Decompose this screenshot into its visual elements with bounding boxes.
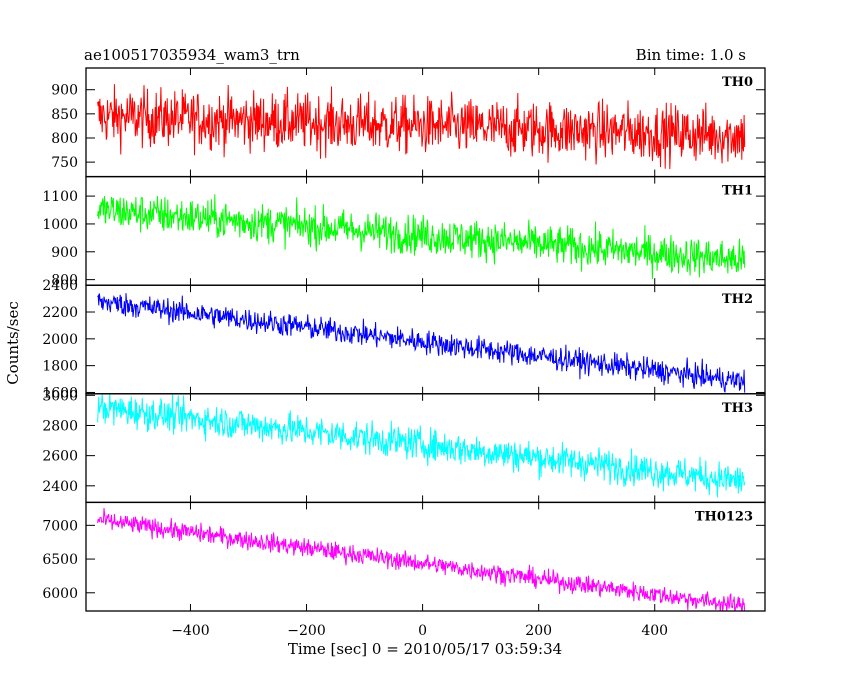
x-tick-label: 0 xyxy=(418,623,427,639)
y-tick-label: 2400 xyxy=(42,278,78,294)
panel-label: TH1 xyxy=(722,184,753,199)
y-tick-label: 6500 xyxy=(42,552,78,568)
chart-subtitle: Bin time: 1.0 s xyxy=(636,46,746,64)
panel-th0: 750 800 850 900 TH0 xyxy=(51,67,766,178)
panels-group: 750 800 850 900 TH0 800 900 1000 1100 TH1 1600 1800… xyxy=(42,67,766,612)
y-tick-label: 800 xyxy=(51,273,78,289)
panel-th3: 2400 2600 2800 3000 TH3 xyxy=(42,388,766,504)
panel-th2: 1600 1800 2000 2200 2400 TH2 xyxy=(42,278,766,401)
y-axis-label: Counts/sec xyxy=(4,301,22,385)
y-tick-label: 3000 xyxy=(42,388,78,404)
y-tick-label: 750 xyxy=(51,155,78,171)
x-tick-label: −200 xyxy=(287,623,325,639)
y-tick-label: 7000 xyxy=(42,518,78,534)
y-tick-label: 2600 xyxy=(42,449,78,465)
panel-label: TH2 xyxy=(722,292,753,307)
y-tick-label: 1800 xyxy=(42,359,78,375)
series-th3 xyxy=(97,393,746,498)
y-tick-label: 1000 xyxy=(42,217,78,233)
series-th0 xyxy=(97,84,746,170)
panel-frame xyxy=(85,284,766,395)
y-tick-label: 1100 xyxy=(42,189,78,205)
y-tick-label: 2400 xyxy=(42,479,78,495)
panel-label: TH3 xyxy=(722,401,753,416)
x-tick-label: −400 xyxy=(171,623,209,639)
panel-frame xyxy=(85,501,766,612)
x-axis-label: Time [sec] 0 = 2010/05/17 03:59:34 xyxy=(288,640,562,658)
x-tick-label: 400 xyxy=(641,623,668,639)
y-tick-label: 6000 xyxy=(42,586,78,602)
x-tick-label: 200 xyxy=(525,623,552,639)
chart-title: ae100517035934_wam3_trn xyxy=(84,46,300,64)
y-tick-label: 1600 xyxy=(42,385,78,401)
series-th0123 xyxy=(97,508,746,611)
x-axis: −400 −200 0 200 400 xyxy=(171,623,668,639)
series-th1 xyxy=(97,194,746,280)
y-tick-label: 800 xyxy=(51,131,78,147)
y-tick-label: 850 xyxy=(51,107,78,123)
panel-th0123: 6000 6500 7000 TH0123 xyxy=(42,501,766,612)
panel-label: TH0 xyxy=(722,75,753,90)
y-tick-label: 2000 xyxy=(42,332,78,348)
y-tick-label: 2800 xyxy=(42,418,78,434)
panel-label: TH0123 xyxy=(695,509,753,524)
y-tick-label: 900 xyxy=(51,245,78,261)
y-tick-label: 900 xyxy=(51,83,78,99)
y-tick-label: 2200 xyxy=(42,305,78,321)
panel-th1: 800 900 1000 1100 TH1 xyxy=(42,175,766,289)
series-th2 xyxy=(97,293,746,393)
